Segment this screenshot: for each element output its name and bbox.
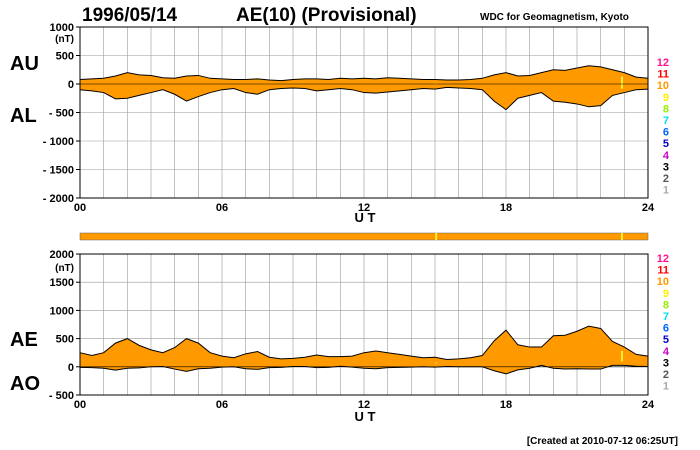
top-y-tick-label: - 500 (49, 108, 74, 120)
bottom-plot-frame (79, 253, 649, 396)
station-count-1: 1 (663, 185, 669, 197)
station-count-5: 5 (663, 138, 669, 150)
top-x-tick-label: 12 (358, 202, 370, 214)
station-count-8: 8 (663, 103, 669, 115)
station-count-3: 3 (663, 161, 669, 173)
top-y-tick-label: - 1000 (43, 136, 74, 148)
station-count-8: 8 (663, 299, 669, 311)
station-count-6: 6 (663, 127, 669, 139)
bottom-y-tick-label: 0 (68, 362, 74, 374)
bottom-y-tick-label: 1500 (50, 277, 74, 289)
station-count-1: 1 (663, 381, 669, 393)
top-x-tick-label: 24 (642, 202, 655, 214)
date-label: 1996/05/14 (82, 5, 178, 26)
bottom-y-tick-label: 2000 (50, 249, 74, 261)
data-quality-bar (79, 232, 649, 241)
chart-title: AE(10) (Provisional) (236, 5, 417, 26)
series-au-line (79, 65, 649, 82)
station-count-11: 11 (657, 265, 669, 277)
station-count-10: 10 (657, 80, 669, 92)
top-y-tick-label: - 2000 (43, 193, 74, 205)
bottom-x-axis-title: U T (355, 409, 376, 424)
top-y-tick-label: - 1500 (43, 165, 74, 177)
station-count-4: 4 (663, 346, 670, 358)
station-count-11: 11 (657, 69, 669, 81)
top-x-tick-label: 18 (500, 202, 512, 214)
station-count-9: 9 (663, 288, 669, 300)
station-count-5: 5 (663, 334, 669, 346)
source-label: WDC for Geomagnetism, Kyoto (480, 12, 629, 23)
station-count-7: 7 (663, 311, 669, 323)
top-unit-label: (nT) (55, 34, 74, 45)
station-count-7: 7 (663, 115, 669, 127)
series-ae-line (79, 325, 649, 360)
au-label: AU (10, 53, 39, 75)
station-count-2: 2 (663, 173, 669, 185)
created-timestamp: [Created at 2010-07-12 06:25UT] (527, 436, 678, 447)
station-count-3: 3 (663, 357, 669, 369)
station-count-2: 2 (663, 369, 669, 381)
top-y-tick-label: 500 (56, 51, 74, 63)
series-al-line (79, 86, 649, 111)
top-x-tick-label: 00 (74, 202, 86, 214)
top-y-tick-label: 0 (68, 79, 74, 91)
al-label: AL (10, 105, 37, 127)
bottom-band-fill (80, 326, 648, 374)
station-count-12: 12 (657, 253, 669, 265)
series-ao-line (79, 364, 649, 375)
bottom-x-tick-label: 00 (74, 399, 86, 411)
station-count-9: 9 (663, 92, 669, 104)
station-count-12: 12 (657, 57, 669, 69)
ao-label: AO (10, 373, 40, 395)
station-count-6: 6 (663, 323, 669, 335)
bottom-y-tick-label: 1000 (50, 305, 74, 317)
top-x-tick-label: 06 (216, 202, 228, 214)
station-count-4: 4 (663, 150, 670, 162)
bottom-x-tick-label: 06 (216, 399, 228, 411)
bottom-x-tick-label: 24 (642, 399, 655, 411)
ae-label: AE (10, 329, 38, 351)
bottom-x-tick-label: 12 (358, 399, 370, 411)
top-band-fill (80, 65, 648, 110)
bottom-y-tick-label: 500 (56, 334, 74, 346)
bottom-y-tick-label: - 500 (49, 390, 74, 402)
top-y-tick-label: 1000 (50, 22, 74, 34)
bottom-x-tick-label: 18 (500, 399, 512, 411)
station-count-10: 10 (657, 276, 669, 288)
quality-bar-fill (79, 232, 649, 241)
top-x-axis-title: U T (355, 210, 376, 225)
bottom-unit-label: (nT) (55, 263, 74, 274)
